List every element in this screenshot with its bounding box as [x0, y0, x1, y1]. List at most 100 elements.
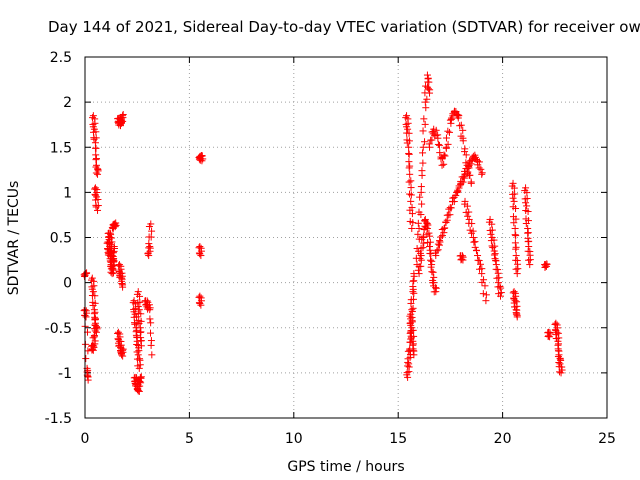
data-point	[92, 203, 100, 211]
data-point	[513, 310, 521, 318]
data-point	[427, 250, 435, 258]
data-point	[428, 268, 436, 276]
data-point	[196, 243, 204, 251]
data-point	[417, 244, 425, 252]
data-point	[82, 313, 90, 321]
data-point	[445, 128, 453, 136]
data-point	[147, 220, 155, 228]
data-point	[108, 270, 116, 278]
data-point	[490, 236, 498, 244]
data-point	[418, 200, 426, 208]
data-point	[437, 155, 445, 163]
data-point	[434, 134, 442, 142]
data-point	[108, 252, 116, 260]
data-point	[119, 110, 127, 118]
data-point	[512, 265, 520, 273]
data-point	[511, 231, 519, 239]
data-point	[427, 256, 435, 264]
data-point	[421, 120, 429, 128]
data-point	[135, 377, 143, 385]
data-point	[419, 143, 427, 151]
data-point	[147, 319, 155, 327]
data-point	[137, 373, 145, 381]
data-point	[409, 347, 417, 355]
data-point	[512, 256, 520, 264]
data-point	[465, 208, 473, 216]
data-point	[512, 215, 520, 223]
data-point	[136, 361, 144, 369]
data-point	[512, 205, 520, 213]
data-point	[440, 224, 448, 232]
data-point	[91, 119, 99, 127]
data-point	[90, 331, 98, 339]
data-point	[489, 244, 497, 252]
data-point	[119, 345, 127, 353]
data-point	[117, 115, 125, 123]
data-point	[497, 289, 505, 297]
data-point	[94, 170, 102, 178]
data-point	[469, 234, 477, 241]
data-point	[419, 232, 427, 240]
data-point	[524, 247, 532, 255]
data-point	[136, 298, 144, 306]
y-tick-label: 0.5	[50, 231, 72, 247]
data-point	[509, 194, 517, 202]
data-point	[432, 288, 440, 296]
data-point	[110, 221, 118, 229]
data-point	[133, 313, 141, 321]
data-point	[433, 247, 441, 255]
data-point	[525, 243, 533, 251]
data-point	[405, 158, 413, 166]
chart-title: Day 144 of 2021, Sidereal Day-to-day VTE…	[48, 18, 640, 36]
x-tick-label: 15	[389, 431, 407, 447]
data-point	[464, 212, 472, 220]
data-point	[94, 206, 102, 214]
data-point	[472, 247, 480, 255]
data-point	[474, 256, 482, 264]
data-point	[415, 263, 423, 271]
data-point	[91, 325, 99, 333]
data-point	[405, 143, 413, 151]
data-point	[82, 270, 90, 278]
data-point	[408, 224, 416, 232]
data-point	[119, 283, 127, 291]
data-point	[437, 233, 445, 241]
data-point	[92, 128, 100, 136]
data-point	[492, 256, 500, 264]
data-point	[442, 134, 450, 142]
data-point	[514, 265, 522, 273]
data-point	[404, 355, 412, 363]
data-point	[147, 341, 155, 349]
data-point	[405, 129, 413, 137]
data-point	[409, 326, 417, 334]
data-point	[109, 265, 117, 273]
data-point	[197, 301, 205, 309]
data-point	[482, 297, 490, 305]
data-point	[137, 337, 145, 345]
data-point	[522, 199, 530, 207]
x-axis: 0 5 10 15 20 25	[81, 57, 616, 447]
data-point	[89, 346, 97, 354]
data-point	[427, 136, 435, 144]
data-point	[440, 160, 448, 168]
plot-frame	[84, 56, 608, 419]
data-point	[133, 341, 141, 349]
data-point	[419, 127, 427, 135]
data-point	[111, 223, 119, 231]
data-point	[409, 277, 417, 285]
data-point	[475, 164, 483, 172]
data-point	[454, 114, 462, 122]
data-point	[424, 85, 432, 93]
data-point	[415, 270, 423, 278]
data-point	[89, 288, 97, 296]
data-point	[429, 268, 437, 276]
data-point	[426, 232, 434, 240]
data-point	[523, 195, 531, 203]
data-point	[523, 189, 531, 197]
data-point	[146, 243, 154, 251]
data-point	[470, 238, 478, 246]
data-point	[403, 139, 411, 147]
data-point	[426, 243, 434, 251]
data-point	[459, 256, 467, 264]
data-point	[408, 306, 416, 314]
